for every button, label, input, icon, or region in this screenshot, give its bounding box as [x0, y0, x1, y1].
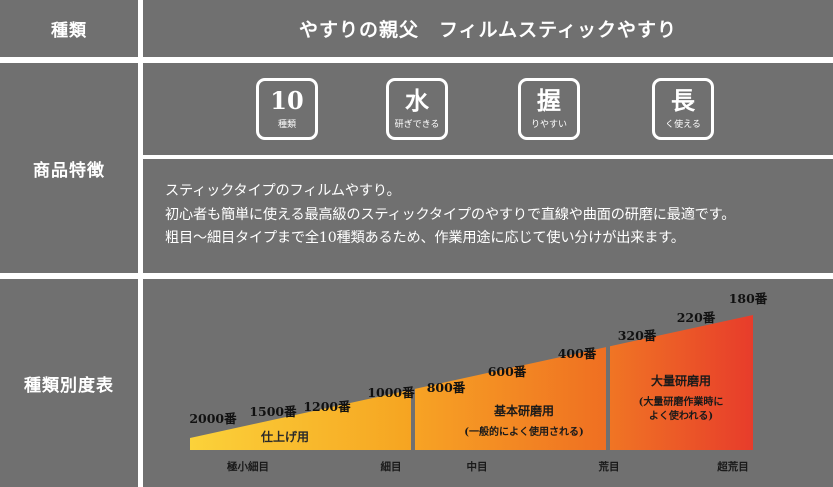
badge-easy-grip: 握 りやすい [518, 78, 580, 140]
features-label-cell: 商品特徴 [0, 63, 138, 273]
chart-section-1 [190, 389, 411, 450]
grit-label: 1500番 [249, 404, 297, 419]
description-line: スティックタイプのフィルムやすり。 [165, 183, 401, 199]
section-note: (大量研磨作業時に [639, 395, 724, 408]
features-label: 商品特徴 [33, 160, 105, 181]
description-text: スティックタイプのフィルムやすり。 初心者も簡単に使える最高級のスティックタイプ… [165, 180, 735, 251]
grade-label-cell: 種類別度表 [0, 279, 138, 487]
section-note: (一般的によく使用される) [464, 425, 583, 438]
grade-label: 種類別度表 [24, 375, 114, 396]
grit-label: 1000番 [367, 385, 415, 400]
section-title: 仕上げ用 [260, 429, 309, 444]
section-title: 大量研磨用 [651, 373, 711, 388]
grade-chart-cell: 仕上げ用 基本研磨用 (一般的によく使用される) 大量研磨用 (大量研磨作業時に よく使わ… [143, 279, 833, 487]
badge-long-lasting: 長 く使える [652, 78, 714, 140]
grit-label: 180番 [729, 291, 768, 306]
description-line: 粗目〜細目タイプまで全10種類あるため、作業用途に応じて使い分けが出来ます。 [165, 230, 685, 246]
grit-label: 1200番 [303, 399, 351, 414]
description-cell [143, 159, 833, 273]
scale-label: 細目 [381, 460, 402, 473]
grit-chart: 仕上げ用 基本研磨用 (一般的によく使用される) 大量研磨用 (大量研磨作業時によく使わ… [189, 291, 768, 473]
title-cell: やすりの親父 フィルムスティックやすり [143, 0, 833, 57]
chart-section-2 [415, 347, 606, 450]
section-note: よく使われる) [649, 409, 713, 422]
type-label: 種類 [51, 21, 87, 41]
badge-long-lasting-small: く使える [665, 120, 701, 130]
badge-long-lasting-big: 長 [671, 86, 695, 115]
scale-label: 中目 [467, 460, 488, 473]
scale-label: 荒目 [598, 460, 620, 473]
description-line: 初心者も簡単に使える最高級のスティックタイプのやすりで直線や曲面の研磨に最適です… [165, 206, 736, 223]
grit-label: 320番 [618, 328, 657, 343]
product-title: やすりの親父 フィルムスティックやすり [298, 19, 678, 41]
section-title: 基本研磨用 [493, 403, 554, 418]
badge-ten-types-small: 種類 [277, 120, 296, 130]
type-label-cell: 種類 [0, 0, 138, 57]
grit-label: 600番 [488, 364, 527, 379]
grit-label: 800番 [427, 380, 466, 395]
grit-label: 220番 [677, 310, 716, 325]
scale-label: 極小細目 [227, 460, 269, 473]
grit-label: 400番 [558, 346, 597, 361]
badges-cell [143, 63, 833, 155]
badge-water-sanding-small: 研ぎできる [394, 120, 440, 130]
badge-ten-types: 10 種類 [256, 78, 318, 140]
chart-section-3 [610, 315, 753, 450]
badge-easy-grip-small: りやすい [530, 120, 567, 130]
scale-label: 超荒目 [716, 460, 749, 473]
badge-ten-types-big: 10 [270, 86, 304, 115]
grit-label: 2000番 [189, 411, 237, 426]
badge-easy-grip-big: 握 [537, 86, 561, 115]
badge-water-sanding-big: 水 [405, 86, 429, 115]
badge-water-sanding: 水 研ぎできる [386, 78, 448, 140]
